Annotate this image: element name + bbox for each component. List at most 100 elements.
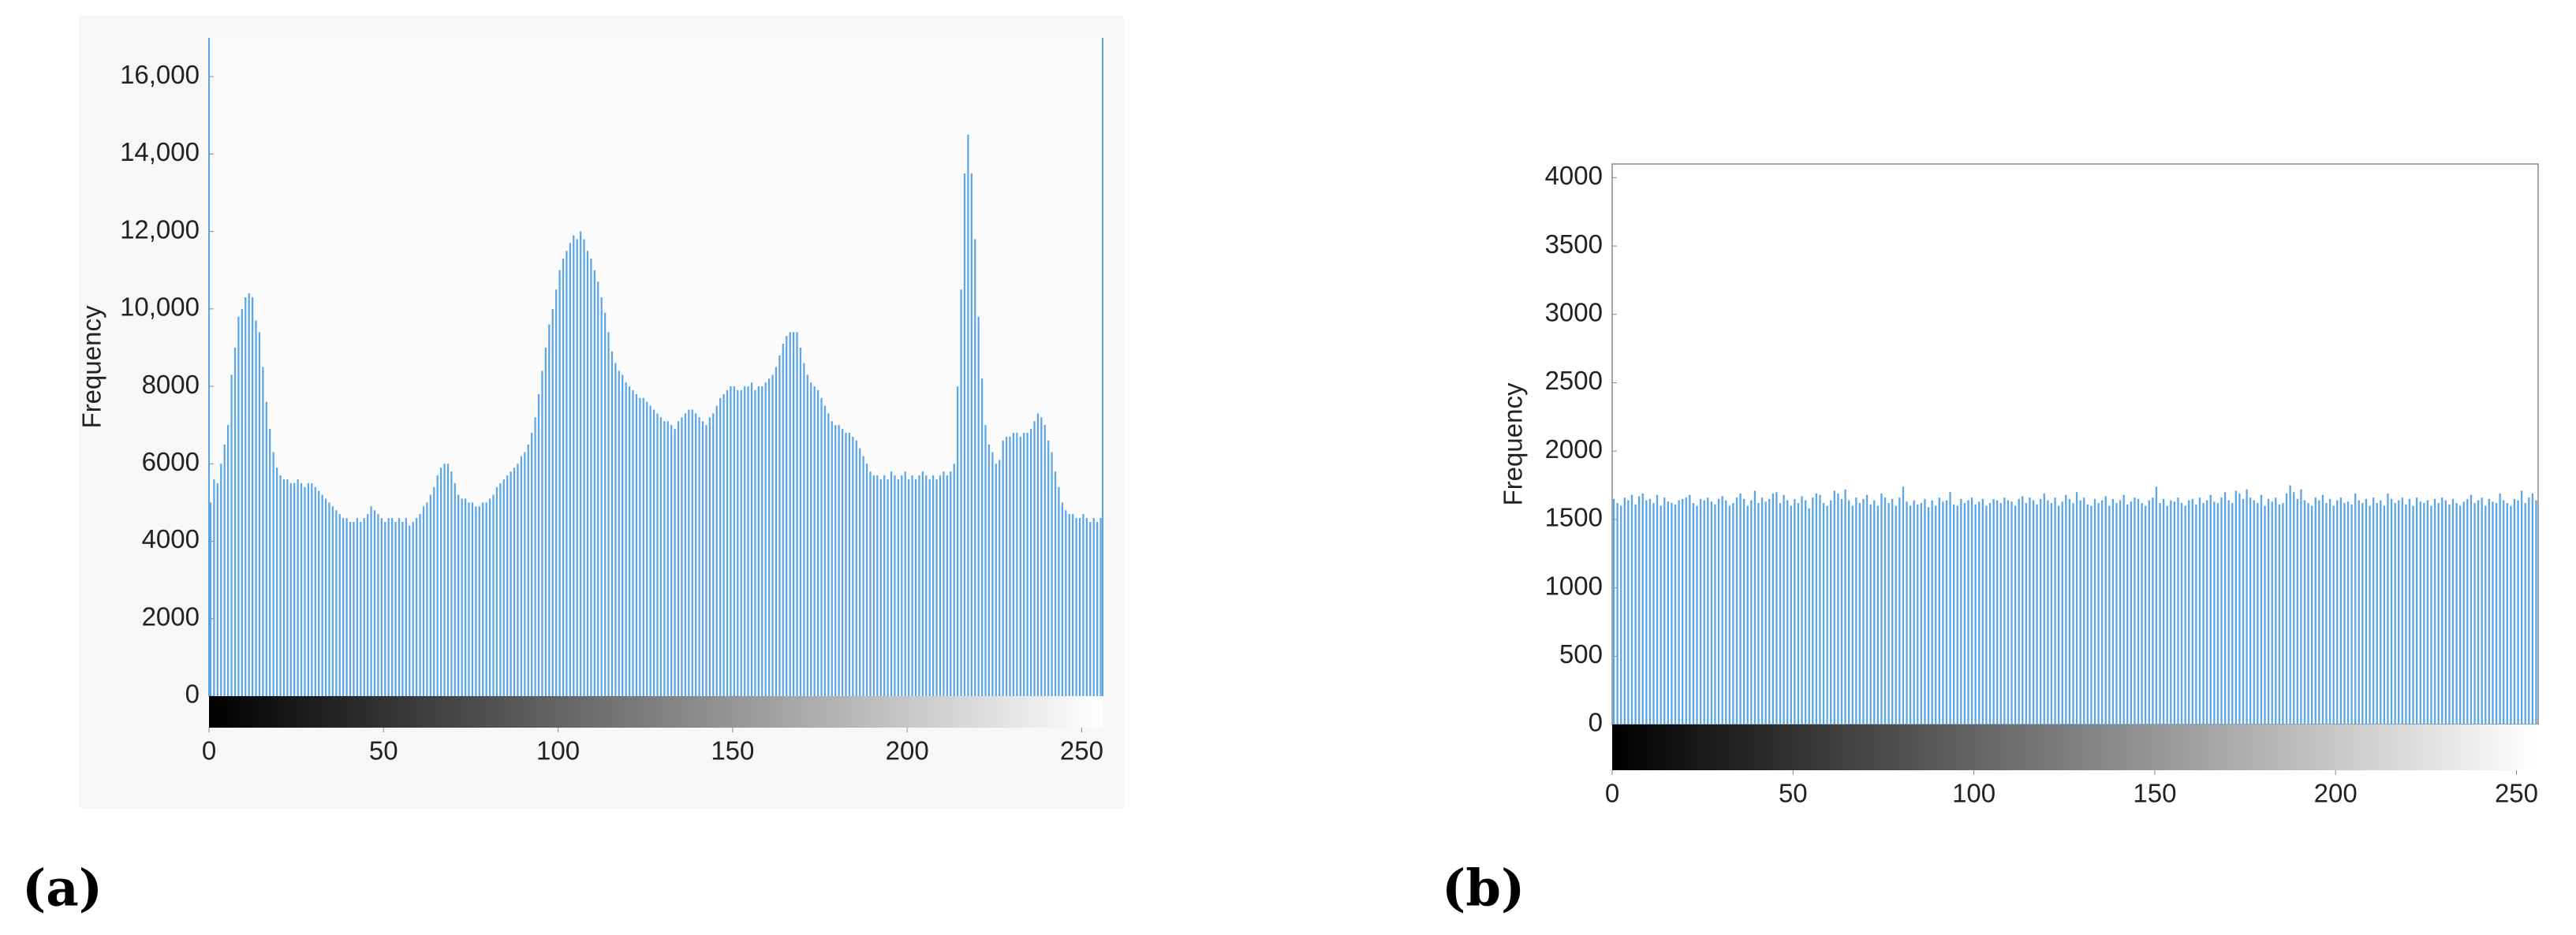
bar <box>1909 505 1912 725</box>
bar <box>1689 494 1691 725</box>
bar <box>1797 503 1800 725</box>
bar <box>398 518 401 696</box>
bar <box>314 486 316 696</box>
bar <box>1963 503 1966 725</box>
bar <box>681 417 683 696</box>
bar <box>2300 489 2302 725</box>
bar <box>1988 503 1992 725</box>
bar <box>1869 504 1872 725</box>
bar <box>1746 505 1749 725</box>
bar <box>872 475 875 696</box>
bar <box>2528 497 2530 725</box>
bar <box>622 374 624 696</box>
bar <box>1906 501 1908 725</box>
bar <box>950 471 952 696</box>
bar <box>1732 503 1734 725</box>
bar <box>2122 494 2125 725</box>
bar <box>2430 505 2432 725</box>
bar <box>2383 505 2386 725</box>
bar <box>1047 440 1050 696</box>
bar <box>2405 504 2407 725</box>
bar <box>600 297 603 696</box>
bar <box>1996 500 1999 725</box>
bar <box>2155 486 2158 725</box>
bar <box>2101 500 2104 725</box>
bar <box>2065 494 2067 725</box>
bar <box>583 239 585 697</box>
bar <box>2180 503 2183 725</box>
bar <box>911 475 913 696</box>
bar <box>328 502 330 696</box>
bar <box>506 475 509 696</box>
bar <box>2314 497 2317 725</box>
bar <box>2473 503 2476 725</box>
bar <box>1678 500 1680 725</box>
bar <box>468 502 470 696</box>
bar <box>712 413 715 696</box>
bar <box>1970 497 1973 725</box>
bar <box>2195 504 2197 725</box>
bar <box>2145 505 2147 725</box>
x-tick-label: 0 <box>1605 779 1619 808</box>
bar <box>747 386 749 696</box>
bar <box>2408 498 2411 725</box>
bar <box>2339 497 2342 725</box>
bar <box>216 482 218 696</box>
bar <box>537 393 540 696</box>
bar <box>841 429 844 696</box>
bar <box>778 355 781 696</box>
bar <box>1978 501 1981 725</box>
bar <box>297 479 299 696</box>
x-tick-label: 50 <box>1779 779 1808 808</box>
bar <box>562 258 565 696</box>
bar <box>974 239 976 697</box>
y-tick-label: 1500 <box>1545 503 1603 532</box>
bar <box>2419 501 2421 725</box>
bar <box>1822 503 1825 725</box>
bar <box>2007 500 2010 725</box>
x-tick-label: 100 <box>1952 779 1995 808</box>
bar <box>2365 498 2368 725</box>
bar <box>255 320 257 696</box>
bar <box>715 405 718 696</box>
bar <box>2072 503 2074 725</box>
bar <box>241 308 243 696</box>
bar <box>311 482 313 696</box>
bar <box>1085 518 1088 696</box>
bar <box>1096 521 1099 696</box>
bar <box>1743 498 1745 725</box>
bar <box>614 363 617 696</box>
bar <box>918 475 920 696</box>
bar <box>1931 500 1933 725</box>
bar <box>2162 498 2165 725</box>
bar <box>1771 493 1774 725</box>
bar <box>1790 505 1792 725</box>
bar <box>1040 417 1043 696</box>
bar <box>943 471 945 696</box>
bar <box>544 347 547 696</box>
y-tick-label: 3000 <box>1545 297 1603 326</box>
bar <box>2499 493 2501 725</box>
bar <box>321 494 323 696</box>
bar <box>335 510 338 696</box>
bar <box>2209 494 2212 725</box>
bar <box>2444 500 2447 725</box>
bar <box>2097 503 2100 725</box>
bar <box>450 471 453 696</box>
bar <box>1058 486 1060 696</box>
bar <box>1739 493 1742 725</box>
bar <box>2462 501 2465 725</box>
x-tick-label: 0 <box>202 736 216 766</box>
bar <box>2111 498 2115 725</box>
bar <box>2303 500 2306 725</box>
x-tick-label: 250 <box>1060 736 1103 766</box>
bar <box>2433 498 2436 725</box>
bar <box>360 521 362 696</box>
bar <box>726 389 729 696</box>
bar <box>1949 492 1951 725</box>
bar <box>580 231 582 696</box>
bar <box>970 173 973 697</box>
bar <box>2325 503 2328 725</box>
bar <box>1685 497 1687 725</box>
